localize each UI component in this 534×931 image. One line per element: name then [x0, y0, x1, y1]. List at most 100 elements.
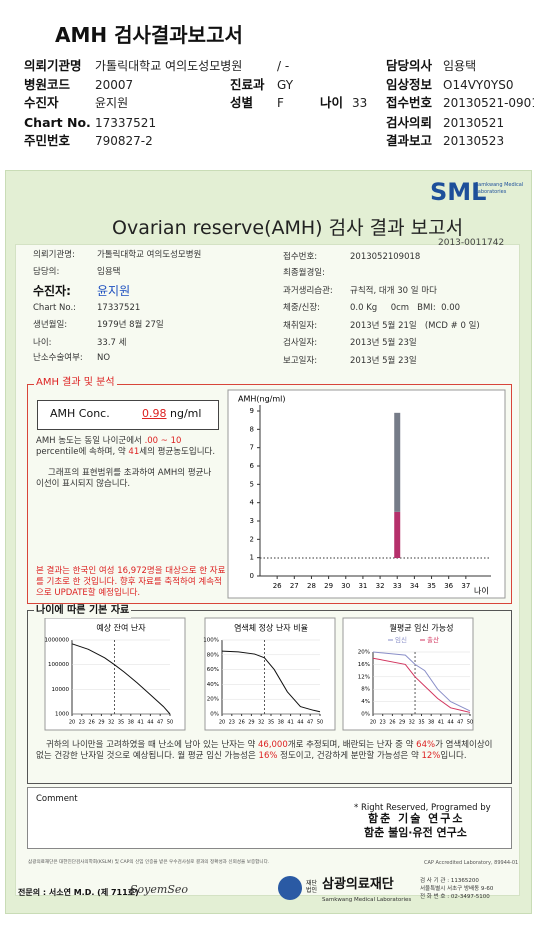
x-tick-label: 44 — [297, 720, 303, 726]
field-value: 20007 — [95, 78, 134, 92]
y-tick-label: 100% — [203, 638, 219, 644]
field-label: 의뢰기관명: — [33, 250, 75, 260]
x-tick-label: 50 — [167, 720, 173, 726]
chart-frame — [204, 617, 336, 731]
line — [71, 643, 171, 715]
x-tick-label: 20 — [219, 720, 225, 726]
y-tick-label: 0 — [250, 572, 254, 580]
field-label: 채취일자: — [283, 321, 318, 331]
report-code: 2013-0011742 — [438, 238, 505, 248]
field-value: 20130521 — [443, 116, 505, 130]
field-label: 결과보고 — [386, 133, 433, 148]
text-part: 가 염색체이상이 없는 건강한 난자일 것으로 예상됩니다. 월 평균 임신 가… — [36, 740, 493, 761]
line — [221, 650, 321, 713]
bar-segment — [394, 511, 401, 559]
y-tick-label: 60% — [207, 667, 219, 673]
x-tick-label: 47 — [457, 720, 463, 726]
x-tick-label: 34 — [410, 582, 419, 590]
logo-subtitle: Samkwang Medical Laboratories — [475, 182, 524, 195]
y-tick-label: 9 — [250, 407, 254, 415]
x-tick-label: 35 — [427, 582, 436, 590]
x-tick-label: 26 — [273, 582, 282, 590]
field-value: 2013년 5월 21일 (MCD # 0 일) — [350, 321, 480, 331]
x-tick-label: 35 — [418, 720, 424, 726]
chart-frame — [44, 617, 186, 731]
line — [372, 657, 471, 713]
y-tick-label: 16% — [358, 662, 370, 668]
field-value: 2013052109018 — [350, 252, 421, 262]
x-tick-label: 31 — [358, 582, 367, 590]
contact: 검 사 기 관 : 11365200 — [420, 878, 479, 884]
y-tick-label: 4% — [361, 699, 370, 705]
y-tick-label: 20% — [207, 697, 219, 703]
x-tick-label: 29 — [248, 720, 254, 726]
field-label: 접수번호 — [386, 95, 433, 110]
text-part: AMH 농도는 동일 나이군에서 — [36, 436, 145, 446]
chart-title: 예상 잔여 난자 — [96, 623, 146, 633]
field-label: 과거생리습관: — [283, 286, 333, 296]
field-value: 20130521-09018 — [443, 96, 534, 110]
logo: SML — [430, 178, 487, 206]
bar-segment — [394, 412, 401, 512]
field-value: 가톨릭대학교 여의도성모병원 — [97, 250, 202, 260]
field-label: 보고일자: — [283, 356, 318, 366]
x-tick-label: 32 — [376, 582, 385, 590]
field-label: 수진자: — [33, 284, 71, 298]
lab-name: 함춘 기술 연구소 — [368, 812, 465, 825]
contact: 서울특별시 서초구 방배동 9-60 — [420, 886, 494, 892]
y-tick-label: 4 — [250, 499, 255, 507]
text-part: 귀하의 나이만을 고려하였을 때 난소에 남아 있는 난자는 약 — [46, 740, 258, 750]
conc-label: AMH Conc. — [50, 407, 110, 420]
y-tick-label: 100000 — [48, 662, 69, 668]
chart-frame — [342, 617, 474, 731]
text-part: .00 ~ 10 — [144, 436, 182, 446]
field-value: NO — [97, 353, 111, 363]
y-tick-label: 12% — [358, 674, 370, 680]
field-label: 의뢰기관명 — [24, 58, 82, 73]
contact: 전 화 번 호 : 02-3497-5100 — [420, 894, 490, 900]
conc-unit: ng/ml — [170, 407, 202, 420]
x-tick-label: 41 — [287, 720, 293, 726]
x-tick-label: 28 — [307, 582, 316, 590]
y-tick-label: 7 — [250, 444, 254, 452]
result-box — [27, 384, 512, 604]
x-tick-label: 23 — [229, 720, 235, 726]
section-heading: AMH 결과 및 분석 — [34, 376, 117, 390]
signature: SoyemSeo — [130, 883, 188, 896]
comment-label: Comment — [36, 794, 78, 804]
field-value: 17337521 — [97, 303, 141, 313]
x-tick-label: 26 — [389, 720, 395, 726]
lab-name: 함춘 불임·유전 연구소 — [364, 826, 467, 839]
field-value: 규칙적, 대개 30 일 마다 — [350, 286, 437, 296]
x-tick-label: 38 — [428, 720, 434, 726]
y-tick-label: 6 — [250, 462, 255, 470]
x-tick-label: 23 — [380, 720, 386, 726]
x-tick-label: 29 — [98, 720, 104, 726]
foundation-prefix: 재단법인 — [306, 880, 318, 894]
text-part: 64% — [416, 740, 436, 750]
field-label: 주민번호 — [24, 133, 71, 148]
conc-value: 0.98 — [142, 407, 167, 420]
x-tick-label: 47 — [157, 720, 163, 726]
field-label: 성별 — [230, 95, 254, 110]
field-value: 가톨릭대학교 여의도성모병원 — [95, 59, 243, 73]
report-title: Ovarian reserve(AMH) 검사 결과 보고서 — [112, 217, 464, 239]
cap: CAP Accredited Laboratory, 89944-01 — [424, 860, 519, 866]
text-part: 세의 평균농도입니다. — [139, 447, 216, 457]
field-value: 33 — [352, 96, 368, 110]
x-tick-label: 47 — [307, 720, 313, 726]
comment-box — [27, 787, 512, 849]
y-tick-label: 1 — [250, 554, 254, 562]
chart-title: 월평균 임신 가능성 — [390, 623, 454, 633]
text-part: 정도이고, 건강하게 분만할 가능성은 약 — [277, 751, 422, 761]
text-part: percentile에 속하며, 약 — [36, 447, 129, 457]
x-tick-label: 36 — [444, 582, 453, 590]
field-value: 17337521 — [95, 116, 157, 130]
y-tick-label: 3 — [250, 517, 254, 525]
y-tick-label: 1000 — [55, 712, 69, 718]
footer-note: 삼광의료재단은 대한진단검사의학회(KSLM) 및 CAP의 신임 인증을 받은… — [28, 860, 270, 865]
text-part: 41 — [128, 447, 140, 457]
y-tick-label: 0% — [361, 712, 370, 718]
x-tick-label: 20 — [370, 720, 376, 726]
